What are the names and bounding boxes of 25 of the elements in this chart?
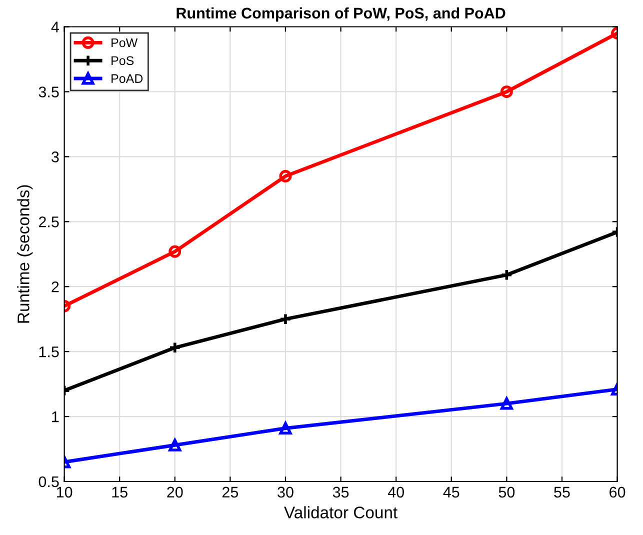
legend-label: PoW: [112, 38, 138, 48]
legend-label: PoS: [112, 56, 134, 66]
x-tick-label: 25: [222, 486, 238, 498]
x-tick-label: 10: [56, 486, 72, 498]
y-tick-label: 2: [52, 281, 59, 292]
y-tick-label: 0.5: [38, 476, 59, 488]
y-tick-label: 2.5: [38, 216, 59, 228]
y-tick-label: 1.5: [39, 346, 59, 358]
y-axis-title: Runtime (seconds): [17, 185, 33, 323]
x-tick-label: 55: [554, 486, 570, 498]
x-tick-label: 50: [498, 486, 515, 498]
x-tick-label: 20: [167, 486, 183, 498]
x-tick-label: 30: [278, 486, 294, 498]
y-tick-label: 4: [51, 22, 59, 32]
x-tick-label: 60: [610, 486, 626, 498]
x-tick-label: 45: [443, 486, 460, 498]
x-tick-label: 15: [112, 486, 128, 498]
y-tick-label: 3: [52, 152, 59, 162]
chart-title: Runtime Comparison of PoW, PoS, and PoAD: [176, 7, 506, 22]
x-axis-title: Validator Count: [284, 506, 398, 518]
x-tick-label: 35: [332, 486, 349, 498]
y-tick-label: 1: [52, 412, 59, 422]
x-tick-label: 40: [388, 486, 404, 498]
y-tick-label: 3.5: [38, 86, 59, 98]
legend-label: PoAD: [112, 74, 143, 83]
